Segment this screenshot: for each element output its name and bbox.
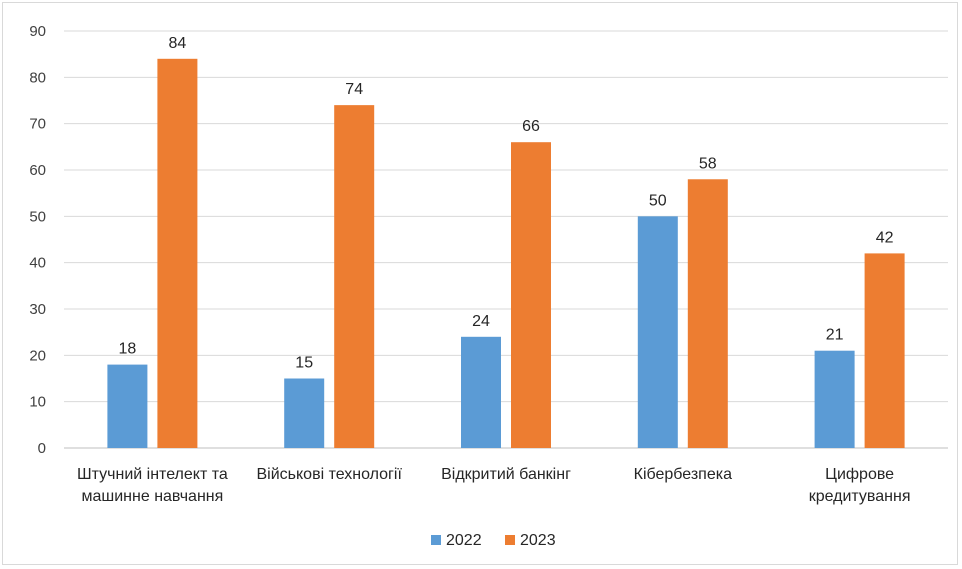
y-tick-label: 20 — [29, 347, 46, 364]
bar-2023-3 — [687, 179, 728, 448]
category-label: Кібербезпека — [634, 466, 732, 483]
bar-2022-0 — [107, 364, 148, 448]
category-label: машинне навчання — [82, 488, 224, 505]
y-tick-label: 60 — [29, 162, 46, 179]
category-label: кредитування — [809, 488, 911, 505]
data-label: 24 — [472, 313, 490, 330]
y-axis-ticks: 0 10 20 30 40 50 60 70 80 90 — [29, 23, 46, 457]
category-label: Цифрове — [825, 466, 894, 483]
y-tick-label: 30 — [29, 301, 46, 318]
bar-2023-2 — [511, 142, 551, 448]
y-tick-label: 90 — [29, 23, 46, 40]
legend-label-2023: 2023 — [520, 532, 556, 549]
legend-label-2022: 2022 — [446, 532, 482, 549]
bar-2023-0 — [157, 58, 198, 449]
y-tick-label: 70 — [29, 116, 46, 133]
bar-2023-4 — [864, 253, 905, 448]
data-label: 84 — [169, 35, 187, 52]
bar-2022-4 — [814, 350, 855, 448]
bars — [107, 58, 905, 449]
gridlines — [64, 30, 948, 449]
data-label: 15 — [295, 355, 313, 372]
data-label: 58 — [699, 155, 717, 172]
y-tick-label: 0 — [38, 440, 46, 457]
data-label: 50 — [649, 192, 667, 209]
data-label: 21 — [826, 327, 844, 344]
y-tick-label: 10 — [29, 394, 46, 411]
bar-2023-1 — [334, 105, 375, 448]
legend-swatch-2022 — [431, 535, 441, 545]
data-label: 66 — [522, 118, 540, 135]
category-label: Штучний інтелект та — [77, 466, 228, 483]
data-label: 18 — [119, 341, 137, 358]
y-tick-label: 80 — [29, 69, 46, 86]
category-label: Відкритий банкінг — [441, 466, 571, 483]
bar-2022-2 — [461, 336, 501, 448]
legend-swatch-2023 — [505, 535, 515, 545]
bar-2022-3 — [637, 216, 678, 448]
y-tick-label: 50 — [29, 208, 46, 225]
data-label: 42 — [876, 229, 894, 246]
bar-2022-1 — [284, 378, 325, 448]
x-axis-categories: Штучний інтелект та машинне навчання Війсь… — [77, 466, 910, 505]
legend: 2022 2023 — [431, 532, 556, 549]
category-label: Військові технології — [256, 466, 402, 483]
y-tick-label: 40 — [29, 255, 46, 272]
data-label: 74 — [345, 81, 363, 98]
data-labels: 18 84 15 74 24 66 50 58 21 42 — [119, 35, 894, 372]
